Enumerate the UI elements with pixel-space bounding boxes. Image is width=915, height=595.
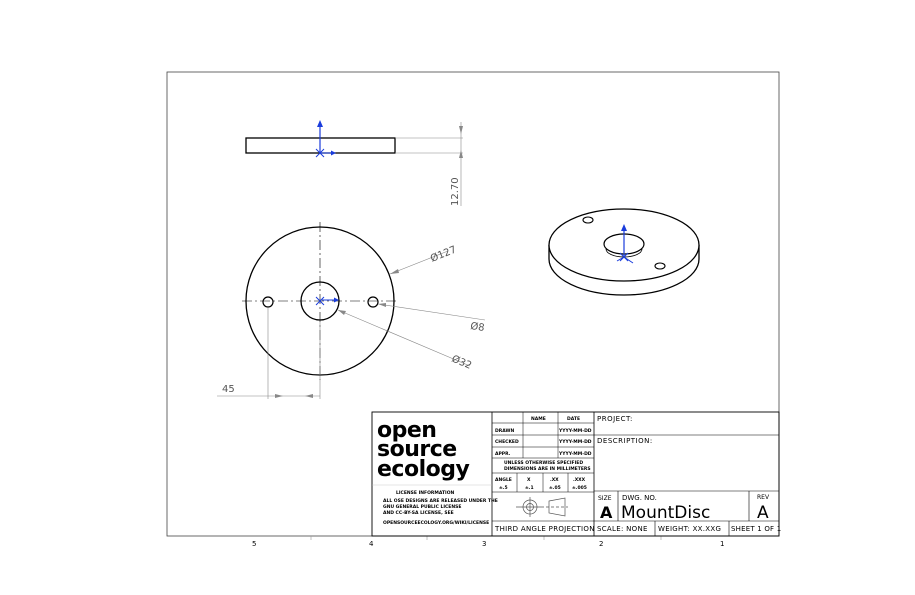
leader-center-diameter [337,309,471,367]
arrow-icon [459,150,463,158]
header-date: DATE [567,416,580,422]
projection-label: THIRD ANGLE PROJECTION [494,525,595,533]
mounting-hole-left [262,296,274,308]
tol-value-angle: ±.5 [499,485,508,491]
arrow-icon [338,310,346,315]
tol-value-xx: ±.05 [549,485,561,491]
logo-line-source: source [377,437,457,462]
tol-header-angle: ANGLE [495,477,512,483]
front-view[interactable]: Ø127 Ø8 Ø32 45 [217,222,485,399]
zone-label-3: 3 [482,540,486,548]
thickness-dimension[interactable]: 12.70 [450,177,461,206]
origin-triad-icon [315,120,336,158]
tol-header-x: X [527,477,531,483]
leader-outer-diameter [389,250,449,275]
size-label: SIZE [598,495,612,502]
license-line: ALL OSE DESIGNS ARE RELEASED UNDER THE [383,498,498,504]
title-block-frame [371,411,780,537]
scale-label: SCALE: NONE [597,525,648,533]
license-line: AND CC-BY-SA LICENSE, SEE [383,510,454,516]
dwg-no-label: DWG. NO. [622,494,657,502]
arrow-icon [305,394,313,398]
description-label: DESCRIPTION: [597,437,653,445]
center-diameter-dimension[interactable]: Ø32 [450,353,474,372]
outer-diameter-dimension[interactable]: Ø127 [429,244,459,265]
row-date-checked[interactable]: YYYY-MM-DD [558,439,592,445]
zone-label-4: 4 [369,540,374,548]
part-name[interactable]: MountDisc [621,503,710,523]
rev-label: REV [757,494,770,501]
leader-hole-diameter [377,303,486,321]
zone-label-2: 2 [599,540,603,548]
weight-label: WEIGHT: XX.XXG [658,525,721,533]
zone-label-5: 5 [252,540,256,548]
side-view[interactable]: 12.70 [245,120,463,206]
iso-mounting-hole-2 [654,262,666,270]
zone-ticks [310,536,662,540]
license-line: OPENSOURCEECOLOGY.ORG/WIKI/LICENSE [383,520,489,526]
tol-header-xxx: .XXX [573,477,586,483]
row-label-drawn: DRAWN [495,428,514,434]
iso-mounting-hole-1 [582,216,594,224]
arrow-icon [378,303,386,307]
license-line: GNU GENERAL PUBLIC LICENSE [383,504,461,510]
size-value: A [600,503,613,522]
mounting-hole-right [367,296,379,308]
sheet-label: SHEET 1 OF 1 [731,525,781,533]
row-date-drawn[interactable]: YYYY-MM-DD [558,428,592,434]
title-block [371,411,780,537]
logo-line-ecology: ecology [377,457,469,482]
logo-line-open: open [377,418,436,443]
isometric-view[interactable] [548,208,700,296]
tol-value-xxx: ±.005 [572,485,587,491]
arrow-icon [390,269,399,274]
third-angle-projection-icon [516,497,568,517]
row-label-checked: CHECKED [495,439,519,445]
row-label-approved: APPR. [495,451,511,457]
tol-header-xx: .XX [550,477,559,483]
rev-value: A [757,503,769,523]
license-title: LICENSE INFORMATION [396,490,455,496]
offset-dimension[interactable]: 45 [222,384,235,395]
arrow-icon [459,126,463,134]
hole-diameter-dimension[interactable]: Ø8 [470,320,486,334]
units-note-line2: DIMENSIONS ARE IN MILLIMETERS [504,466,591,472]
project-label: PROJECT: [597,415,633,423]
arrow-icon [275,394,283,398]
zone-label-1: 1 [720,540,724,548]
origin-marker-icon [315,296,339,306]
units-note-line1: UNLESS OTHERWISE SPECIFIED [504,460,583,466]
tol-value-x: ±.1 [525,485,534,491]
row-date-approved[interactable]: YYYY-MM-DD [558,451,592,457]
header-name: NAME [531,416,546,422]
iso-origin-triad-icon [616,224,634,264]
